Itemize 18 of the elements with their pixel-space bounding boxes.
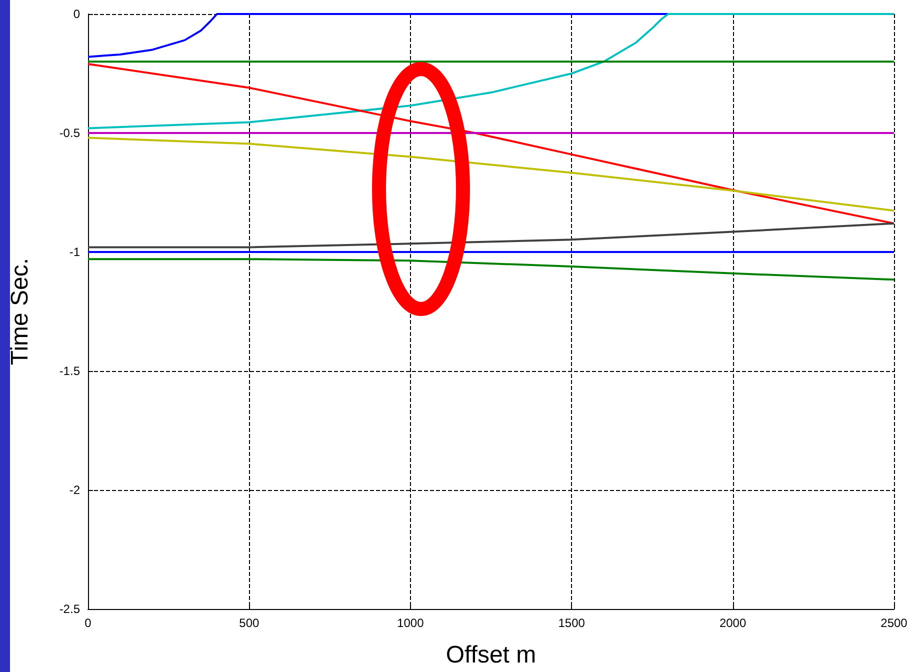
y-tick-label: -1 (69, 245, 80, 259)
x-tick-label: 2000 (719, 616, 746, 630)
x-tick-label: 500 (239, 616, 260, 630)
y-tick-label: 0 (73, 7, 80, 21)
x-tick-label: 2500 (880, 616, 908, 630)
x-tick-label: 1000 (397, 616, 424, 630)
y-tick-label: -0.5 (59, 126, 80, 140)
x-tick-label: 0 (84, 616, 92, 630)
y-tick-label: -2 (69, 483, 80, 497)
line-series (87, 136, 895, 212)
line-series (87, 258, 895, 281)
line-series (87, 222, 895, 248)
line-series (87, 62, 895, 224)
y-axis-title: Time Sec. (6, 258, 34, 366)
x-tick-label: 1500 (558, 616, 586, 630)
x-axis-title: Offset m (446, 642, 536, 668)
y-tick-label: -1.5 (59, 364, 80, 378)
y-tick-label: -2.5 (59, 602, 80, 616)
